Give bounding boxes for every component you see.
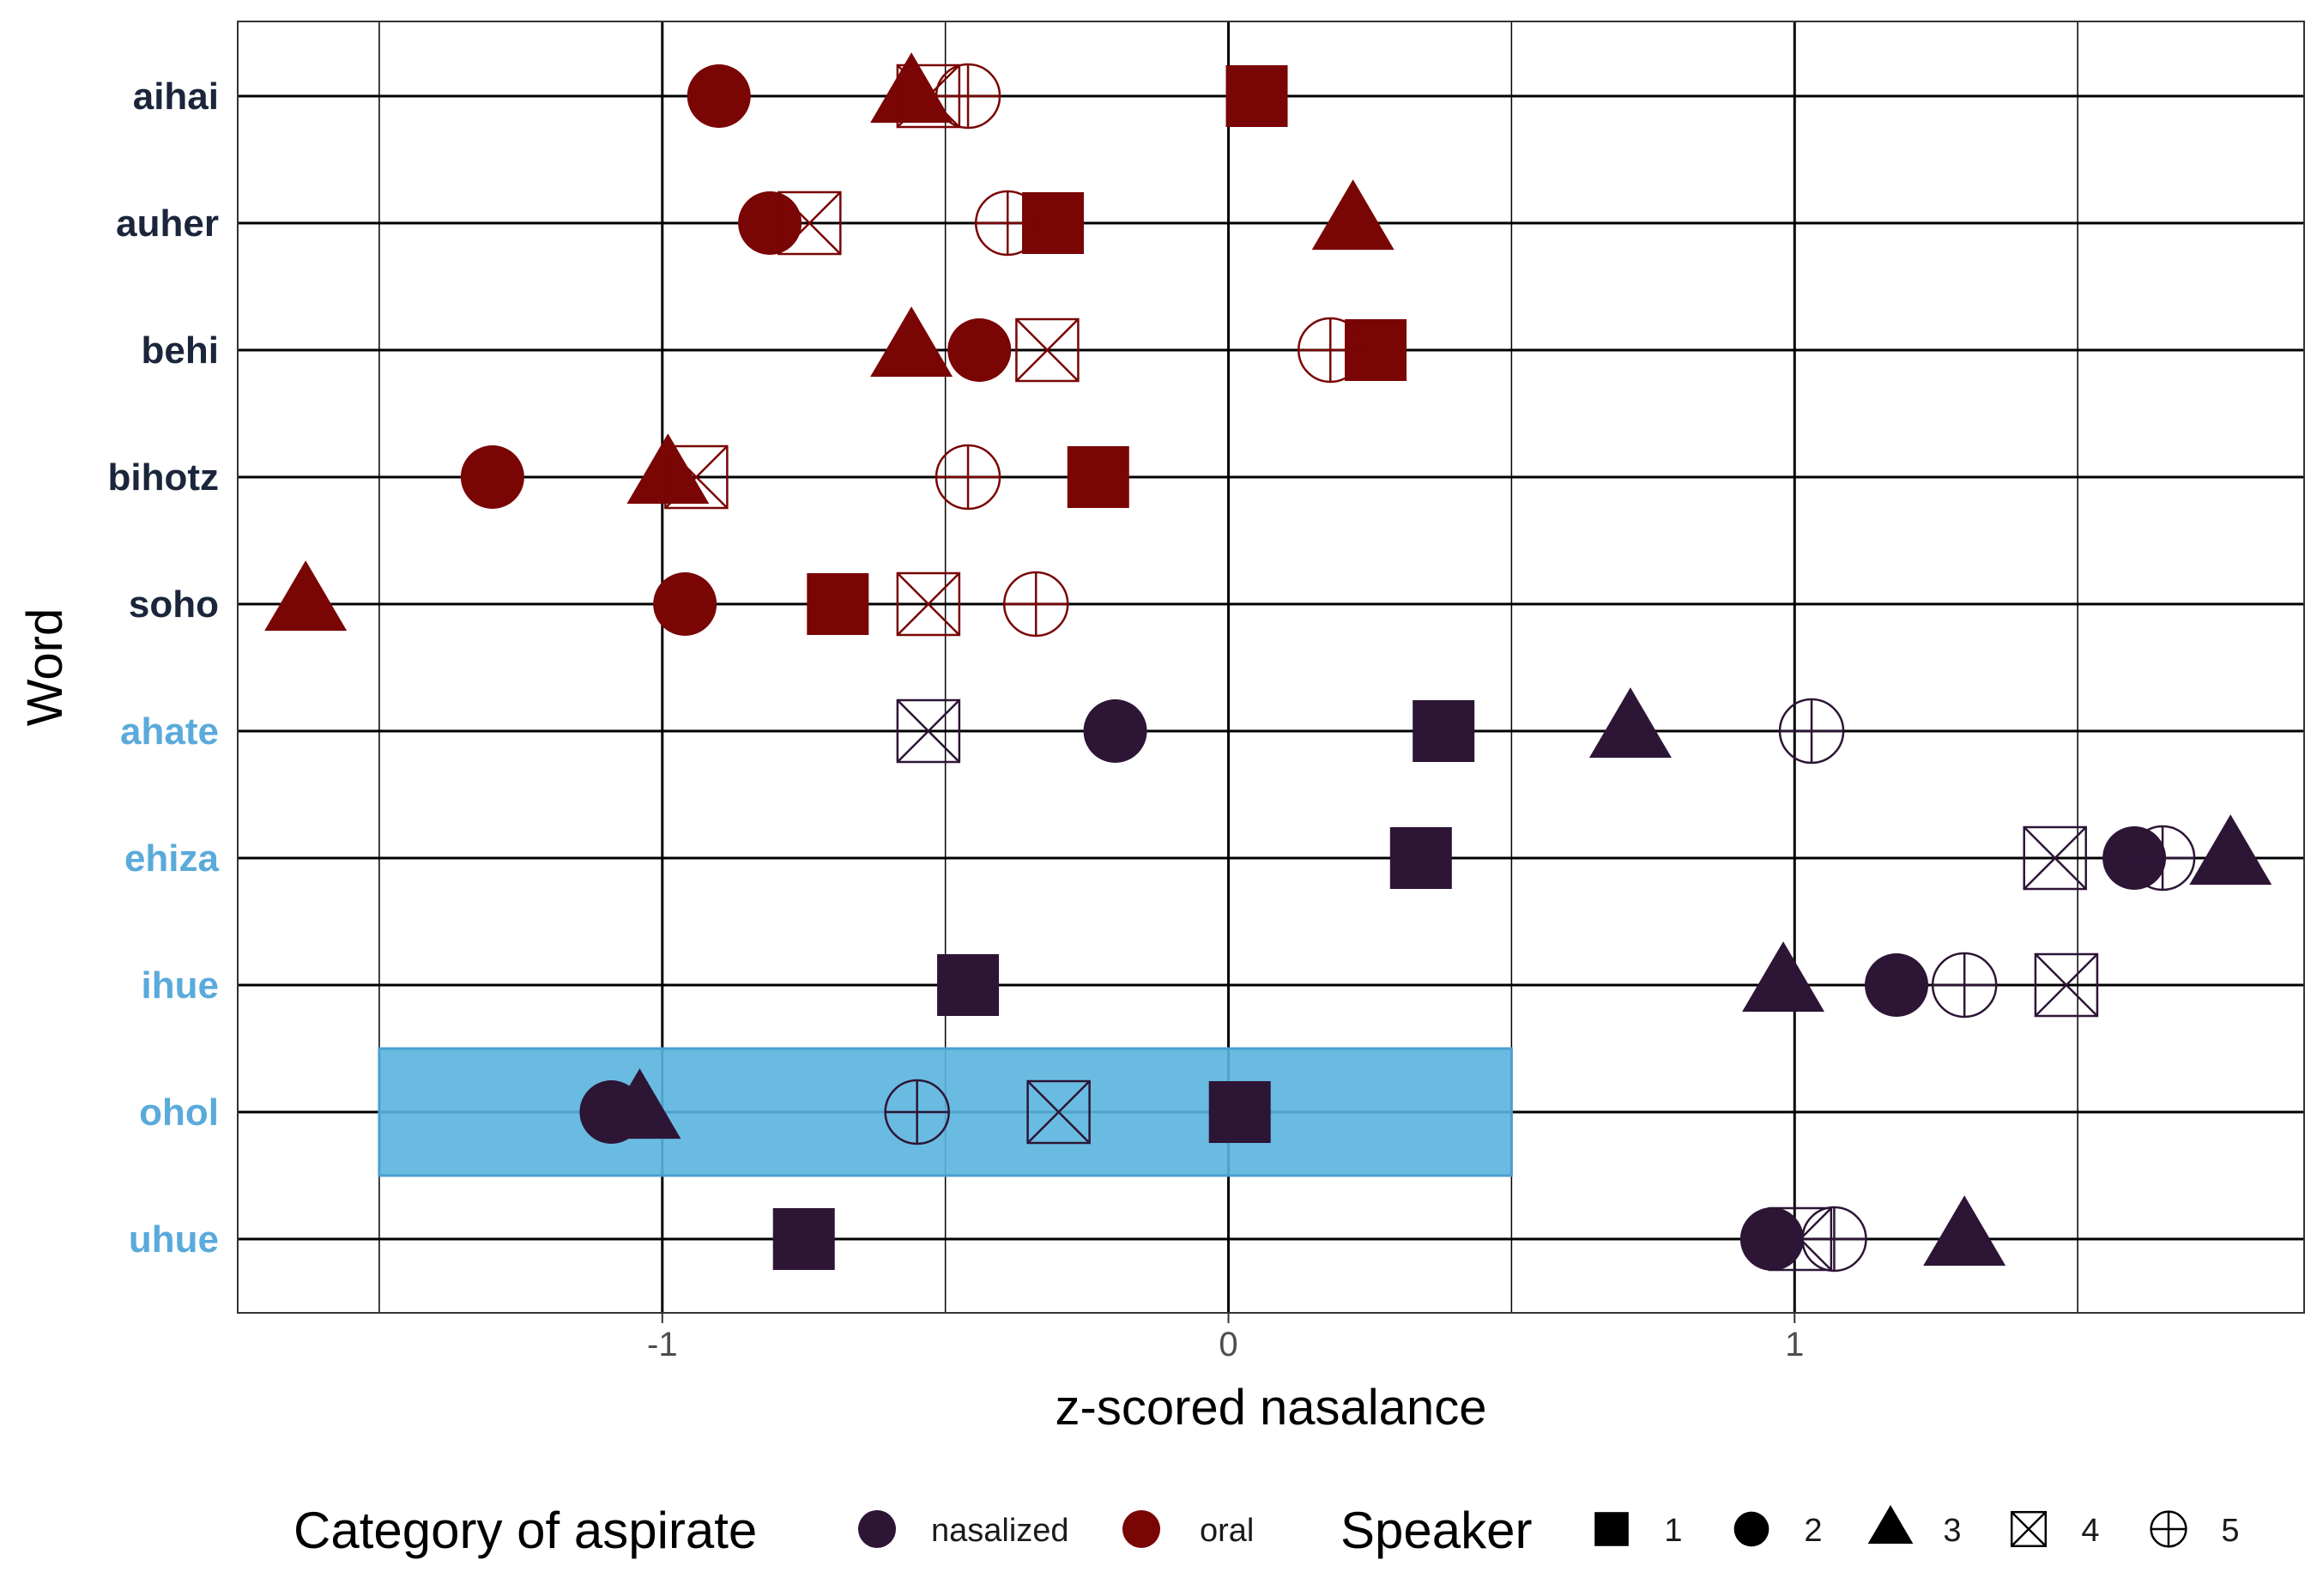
point-speaker4-soho	[896, 571, 961, 637]
point-speaker1-aihai	[1225, 65, 1288, 127]
point-speaker1-ehiza	[1389, 827, 1452, 889]
point-speaker3-uhue	[1923, 1195, 2006, 1267]
point-speaker4-ohol	[1026, 1079, 1091, 1145]
legend-shape-label-4: 4	[2081, 1513, 2099, 1549]
x-tick-label: 0	[1219, 1326, 1237, 1363]
point-speaker2-auher	[738, 191, 802, 255]
legend-label-nasalized: nasalized	[931, 1513, 1069, 1549]
point-speaker4-bihotz	[664, 444, 729, 510]
panel-border	[237, 21, 2305, 1314]
legend-color-item-oral: oral	[1122, 1510, 1254, 1549]
data-points	[264, 52, 2272, 1273]
point-speaker1-ihue	[937, 954, 1000, 1016]
point-speaker5-auher	[974, 190, 1041, 257]
point-speaker5-bihotz	[935, 444, 1001, 511]
legend-shape-item-3: 3	[1867, 1505, 1962, 1549]
point-speaker3-ehiza	[2189, 814, 2272, 886]
x-axis-tick-labels: -1 0 1	[647, 1313, 1804, 1363]
point-speaker4-ahate	[896, 698, 961, 764]
legend-shape-item-1: 1	[1594, 1512, 1683, 1549]
legend-shape-title: Speaker	[1340, 1502, 1532, 1559]
y-tick-label: aihai	[133, 76, 219, 118]
legend-shape-key-4	[2010, 1510, 2048, 1548]
point-speaker2-bihotz	[460, 445, 524, 509]
y-tick-label: uhue	[129, 1218, 219, 1260]
legend-shape-label-2: 2	[1804, 1513, 1822, 1549]
y-tick-label: ahate	[120, 710, 219, 753]
point-speaker5-ihue	[1931, 952, 1998, 1019]
point-speaker3-ohol	[598, 1068, 681, 1140]
y-tick-label: ehiza	[124, 837, 220, 880]
point-speaker3-ahate	[1588, 687, 1672, 759]
y-tick-label: behi	[142, 329, 219, 372]
y-axis-title: Word	[17, 608, 73, 727]
legend-key-oral	[1122, 1510, 1160, 1548]
point-speaker3-auher	[1311, 179, 1394, 251]
y-tick-label: ohol	[139, 1091, 219, 1134]
point-speaker1-ohol	[1208, 1081, 1271, 1143]
grid	[238, 21, 2304, 1313]
point-speaker4-ihue	[2034, 952, 2099, 1018]
point-speaker2-ihue	[1864, 953, 1928, 1017]
legend-shape-item-2: 2	[1733, 1511, 1823, 1549]
point-speaker3-behi	[870, 306, 953, 378]
point-speaker5-ahate	[1778, 698, 1845, 765]
legend-label-oral: oral	[1200, 1513, 1254, 1549]
legend-shape-key-3	[1867, 1505, 1914, 1545]
x-tick-label: -1	[647, 1326, 678, 1363]
point-speaker5-ohol	[884, 1079, 950, 1146]
legend-shape-key-5	[2150, 1510, 2187, 1548]
point-speaker3-ihue	[1742, 941, 1825, 1013]
point-speaker3-aihai	[870, 52, 953, 124]
legend-color-title: Category of aspirate	[293, 1502, 757, 1559]
point-speaker1-ahate	[1413, 700, 1475, 762]
legend-color-item-nasalized: nasalized	[858, 1510, 1069, 1549]
x-tick-label: 1	[1785, 1326, 1804, 1363]
point-speaker4-auher	[777, 190, 842, 256]
legend-key-nasalized	[858, 1510, 896, 1548]
point-speaker4-behi	[1015, 317, 1080, 383]
y-tick-label: soho	[129, 583, 219, 626]
point-speaker2-behi	[947, 318, 1012, 382]
point-speaker1-uhue	[772, 1208, 835, 1270]
y-tick-label: bihotz	[107, 456, 219, 499]
point-speaker5-uhue	[1801, 1206, 1867, 1273]
x-axis-title: z-scored nasalance	[1056, 1380, 1487, 1436]
legend-shape-key-2	[1733, 1511, 1770, 1547]
legend-shape-label-3: 3	[1943, 1513, 1961, 1549]
legend-shape-items: 1 2 3 4 5	[1594, 1505, 2240, 1549]
point-speaker3-soho	[264, 560, 348, 632]
y-axis-tick-labels: aihai auher behi bihotz soho ahate ehiza ihue oh…	[107, 76, 219, 1260]
y-tick-label: ihue	[142, 964, 219, 1007]
point-speaker1-soho	[807, 573, 869, 635]
point-speaker5-behi	[1298, 317, 1364, 384]
legend-shape-label-1: 1	[1664, 1513, 1682, 1549]
point-speaker2-uhue	[1739, 1207, 1804, 1271]
point-speaker2-aihai	[687, 64, 751, 128]
point-speaker1-bihotz	[1067, 446, 1129, 508]
point-speaker4-ehiza	[2023, 825, 2087, 891]
y-tick-label: auher	[116, 203, 219, 245]
legend-color-items: nasalized oral	[858, 1510, 1254, 1549]
legend-shape-item-4: 4	[2010, 1510, 2100, 1549]
point-speaker5-aihai	[935, 63, 1001, 130]
legend-shape-item-5: 5	[2150, 1510, 2240, 1549]
point-speaker5-soho	[1002, 571, 1069, 638]
point-speaker2-ahate	[1083, 699, 1147, 763]
point-speaker2-soho	[653, 572, 717, 636]
legend-shape-label-5: 5	[2221, 1513, 2239, 1549]
legend: Category of aspirate Speaker nasalized or…	[293, 1502, 2240, 1559]
point-speaker5-ehiza	[2129, 825, 2196, 892]
legend-shape-key-1	[1594, 1512, 1629, 1546]
